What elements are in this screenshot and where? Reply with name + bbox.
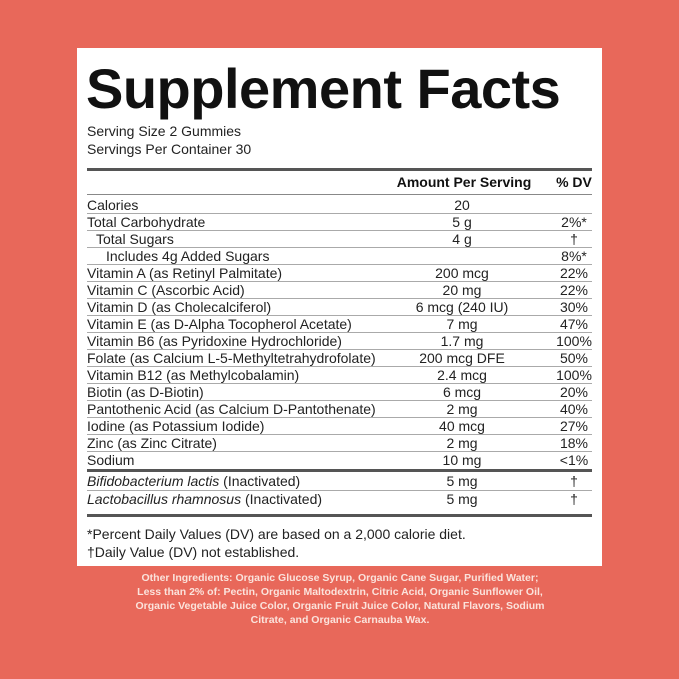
daily-value: <1% (559, 452, 589, 468)
nutrient-row: Calories 20 (87, 197, 592, 214)
nutrient-row: Vitamin E (as D-Alpha Tocopherol Acetate… (87, 316, 592, 333)
ingredients-line: Less than 2% of: Pectin, Organic Maltode… (137, 586, 543, 598)
serving-size: Serving Size 2 Gummies (87, 123, 242, 139)
probiotic-name: Lactobacillus rhamnosus (Inactivated) (87, 491, 322, 507)
amount: 200 mcg (435, 265, 489, 281)
amount: 20 mg (442, 282, 482, 298)
daily-value: 18% (559, 435, 589, 451)
nutrient-name: Calories (87, 197, 139, 213)
divider (87, 168, 592, 171)
nutrient-row: Total Sugars 4 g † (87, 231, 592, 248)
nutrient-row: Vitamin D (as Cholecalciferol) 6 mcg (240… (87, 299, 592, 316)
divider (87, 469, 592, 472)
nutrient-name: Biotin (as D-Biotin) (87, 384, 204, 400)
nutrient-name: Zinc (as Zinc Citrate) (87, 435, 217, 451)
nutrient-name: Sodium (87, 452, 135, 468)
nutrient-row: Vitamin B12 (as Methylcobalamin) 2.4 mcg 1… (87, 367, 592, 384)
nutrient-row: Biotin (as D-Biotin) 6 mcg 20% (87, 384, 592, 401)
species: Bifidobacterium lactis (87, 473, 220, 489)
nutrient-name: Vitamin E (as D-Alpha Tocopherol Acetate… (87, 316, 352, 332)
nutrient-row: Vitamin C (Ascorbic Acid) 20 mg 22% (87, 282, 592, 299)
other-ingredients: Other Ingredients: Organic Glucose Syrup… (60, 571, 620, 627)
amount: 5 mg (446, 473, 478, 489)
probiotic-row: Bifidobacterium lactis (Inactivated) 5 mg… (87, 473, 592, 491)
nutrient-name: Vitamin C (Ascorbic Acid) (87, 282, 245, 298)
nutrient-row: Iodine (as Potassium Iodide) 40 mcg 27% (87, 418, 592, 435)
daily-value: 50% (559, 350, 589, 366)
daily-value: 47% (559, 316, 589, 332)
nutrient-name: Iodine (as Potassium Iodide) (87, 418, 265, 434)
probiotic-name: Bifidobacterium lactis (Inactivated) (87, 473, 300, 489)
note: (Inactivated) (223, 473, 301, 489)
footnote: †Daily Value (DV) not established. (87, 544, 300, 560)
daily-value: 100% (556, 333, 592, 349)
daily-value: 27% (559, 418, 589, 434)
footnote: *Percent Daily Values (DV) are based on … (87, 526, 466, 542)
nutrient-row: Vitamin B6 (as Pyridoxine Hydrochloride)… (87, 333, 592, 350)
amount: 6 mcg (442, 384, 482, 400)
amount: 7 mg (446, 316, 478, 332)
nutrient-name: Total Sugars (96, 231, 174, 247)
amount: 20 (454, 197, 470, 213)
amount: 6 mcg (240 IU) (415, 299, 509, 315)
species: Lactobacillus rhamnosus (87, 491, 242, 507)
nutrient-name: Vitamin B12 (as Methylcobalamin) (87, 367, 300, 383)
amount: 2.4 mcg (437, 367, 487, 383)
probiotic-rows: Bifidobacterium lactis (Inactivated) 5 mg… (87, 473, 592, 508)
amount: 10 mg (442, 452, 482, 468)
facts-panel: Supplement Facts Serving Size 2 Gummies … (77, 48, 602, 566)
nutrient-row: Folate (as Calcium L-5-Methyltetrahydrof… (87, 350, 592, 367)
column-header: Amount Per Serving % DV (87, 174, 592, 192)
daily-value: † (570, 491, 578, 507)
nutrient-row: Pantothenic Acid (as Calcium D-Pantothen… (87, 401, 592, 418)
divider (87, 514, 592, 517)
nutrient-row: Sodium 10 mg <1% (87, 452, 592, 468)
amount: 40 mcg (439, 418, 485, 434)
nutrient-name: Total Carbohydrate (87, 214, 206, 230)
nutrient-rows: Calories 20 Total Carbohydrate 5 g 2%* Total … (87, 197, 592, 468)
nutrient-name: Vitamin D (as Cholecalciferol) (87, 299, 272, 315)
note: (Inactivated) (244, 491, 323, 507)
amount: 2 mg (446, 435, 478, 451)
ingredients-line: Citrate, and Organic Carnauba Wax. (250, 614, 430, 626)
ingredients-line: Other Ingredients: Organic Glucose Syrup… (141, 572, 539, 584)
nutrient-name: Includes 4g Added Sugars (106, 248, 270, 264)
daily-value: 2%* (561, 214, 587, 230)
nutrient-row: Includes 4g Added Sugars 8%* (87, 248, 592, 265)
amount: 200 mcg DFE (419, 350, 505, 366)
nutrient-row: Total Carbohydrate 5 g 2%* (87, 214, 592, 231)
nutrient-name: Vitamin B6 (as Pyridoxine Hydrochloride) (87, 333, 342, 349)
amount-header: Amount Per Serving (396, 174, 532, 190)
amount: 1.7 mg (440, 333, 484, 349)
daily-value: 30% (559, 299, 589, 315)
daily-value: 22% (559, 265, 589, 281)
daily-value: 8%* (561, 248, 587, 264)
nutrient-name: Vitamin A (as Retinyl Palmitate) (87, 265, 283, 281)
probiotic-row: Lactobacillus rhamnosus (Inactivated) 5 m… (87, 491, 592, 508)
servings-per-container: Servings Per Container 30 (87, 141, 252, 157)
amount: 4 g (452, 231, 472, 247)
amount: 2 mg (446, 401, 478, 417)
nutrient-row: Vitamin A (as Retinyl Palmitate) 200 mcg 2… (87, 265, 592, 282)
nutrient-name: Pantothenic Acid (as Calcium D-Pantothen… (87, 401, 376, 417)
ingredients-line: Organic Vegetable Juice Color, Organic F… (135, 600, 545, 612)
nutrient-row: Zinc (as Zinc Citrate) 2 mg 18% (87, 435, 592, 452)
daily-value: 20% (559, 384, 589, 400)
title: Supplement Facts (86, 57, 561, 120)
daily-value: 22% (559, 282, 589, 298)
amount: 5 g (452, 214, 472, 230)
daily-value: † (570, 473, 578, 489)
amount: 5 mg (446, 491, 478, 507)
daily-value: † (570, 231, 578, 247)
nutrient-name: Folate (as Calcium L-5-Methyltetrahydrof… (87, 350, 376, 366)
divider (87, 194, 592, 195)
daily-value: 40% (559, 401, 589, 417)
dv-header: % DV (556, 174, 592, 190)
daily-value: 100% (556, 367, 592, 383)
